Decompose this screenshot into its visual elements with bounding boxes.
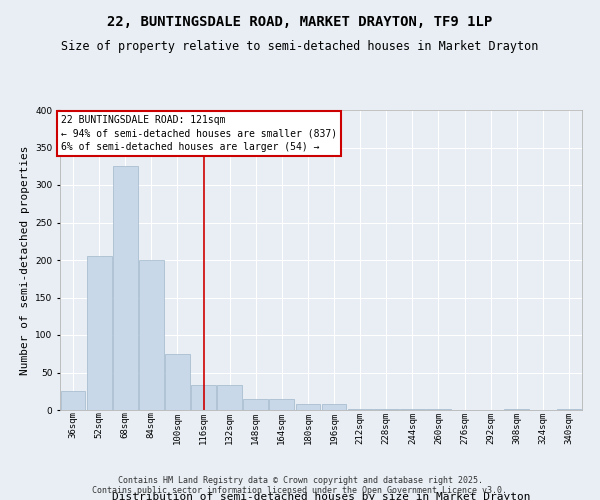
Y-axis label: Number of semi-detached properties: Number of semi-detached properties xyxy=(20,145,29,375)
Bar xyxy=(426,409,451,410)
Bar xyxy=(87,256,112,410)
Bar xyxy=(322,404,346,410)
Bar xyxy=(113,166,137,410)
Bar xyxy=(61,391,85,410)
Bar xyxy=(296,404,320,410)
Text: 22, BUNTINGSDALE ROAD, MARKET DRAYTON, TF9 1LP: 22, BUNTINGSDALE ROAD, MARKET DRAYTON, T… xyxy=(107,15,493,29)
X-axis label: Distribution of semi-detached houses by size in Market Drayton: Distribution of semi-detached houses by … xyxy=(112,492,530,500)
Bar xyxy=(557,409,581,410)
Bar xyxy=(505,409,529,410)
Text: Size of property relative to semi-detached houses in Market Drayton: Size of property relative to semi-detach… xyxy=(61,40,539,53)
Text: 22 BUNTINGSDALE ROAD: 121sqm
← 94% of semi-detached houses are smaller (837)
6% : 22 BUNTINGSDALE ROAD: 121sqm ← 94% of se… xyxy=(61,116,337,152)
Bar xyxy=(139,260,164,410)
Bar xyxy=(165,354,190,410)
Bar xyxy=(191,385,216,410)
Bar xyxy=(400,409,425,410)
Bar xyxy=(269,399,294,410)
Bar xyxy=(244,399,268,410)
Bar xyxy=(348,408,373,410)
Bar xyxy=(374,408,398,410)
Bar xyxy=(217,385,242,410)
Text: Contains HM Land Registry data © Crown copyright and database right 2025.
Contai: Contains HM Land Registry data © Crown c… xyxy=(92,476,508,495)
